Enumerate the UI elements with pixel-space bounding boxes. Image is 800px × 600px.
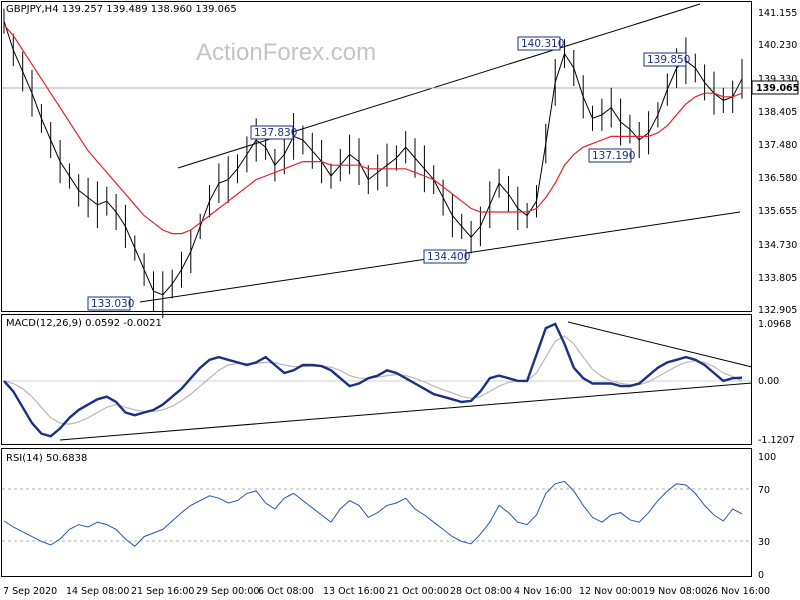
anno-low-2: 134.400 (423, 249, 470, 264)
macd-panel (1, 314, 752, 445)
price-annotations: 133.030 137.830 140.310 134.400 139.850 … (87, 36, 690, 311)
macd-header: MACD(12,26,9) 0.0592 -0.0021 (6, 318, 162, 329)
price-tick: 134.730 (758, 240, 797, 251)
price-tick: 136.580 (758, 173, 797, 184)
price-tick: 140.230 (758, 40, 797, 51)
x-tick: 4 Nov 16:00 (514, 586, 572, 597)
macd-line (3, 322, 743, 438)
x-tick: 21 Oct 00:00 (387, 586, 449, 597)
macd-tick: 0.00 (758, 376, 779, 387)
rsi-line (3, 480, 743, 547)
x-tick: 19 Nov 08:00 (643, 586, 707, 597)
x-tick: 13 Oct 16:00 (323, 586, 385, 597)
anno-box (643, 52, 687, 67)
price-tick: 132.905 (758, 305, 797, 316)
current-price-box (751, 80, 799, 95)
anno-box (517, 36, 561, 51)
rsi-y-axis: 100 70 30 0 (758, 452, 776, 581)
rsi-tick: 0 (758, 570, 764, 581)
channel-upper-line (177, 3, 701, 169)
x-tick: 14 Sep 08:00 (66, 586, 129, 597)
anno-label: 133.030 (91, 298, 134, 310)
moving-average-line (3, 24, 743, 235)
anno-high-3: 139.850 (643, 52, 690, 67)
anno-high-2: 140.310 (517, 36, 564, 51)
macd-upper-trendline (567, 321, 753, 368)
price-tick: 133.805 (758, 273, 797, 284)
x-tick: 28 Oct 08:00 (450, 586, 512, 597)
anno-label: 140.310 (521, 38, 564, 50)
anno-low-1: 133.030 (87, 296, 134, 311)
anno-low-3: 137.190 (588, 148, 635, 163)
x-axis: 7 Sep 2020 14 Sep 08:00 21 Sep 16:00 29 … (3, 586, 770, 597)
price-tick: 141.155 (758, 8, 797, 19)
current-price-tag: 139.065 (751, 80, 799, 95)
price-tick: 138.405 (758, 107, 797, 118)
macd-tick: 1.0968 (758, 319, 791, 330)
macd-tick: -1.1207 (758, 435, 795, 446)
rsi-tick: 100 (758, 452, 776, 463)
anno-label: 134.400 (427, 251, 470, 263)
anno-high-1: 137.830 (250, 125, 297, 140)
current-price-label: 139.065 (756, 83, 799, 94)
x-tick: 29 Sep 00:00 (196, 586, 259, 597)
anno-label: 137.830 (254, 127, 297, 139)
rsi-header: RSI(14) 50.6838 (6, 453, 87, 464)
anno-box (588, 148, 632, 163)
price-tick: 135.655 (758, 206, 797, 217)
anno-label: 139.850 (647, 54, 690, 66)
rsi-tick: 70 (758, 485, 770, 496)
watermark: ActionForex.com (196, 39, 376, 66)
anno-box (250, 125, 294, 140)
price-series-line (3, 21, 743, 296)
macd-y-axis: 1.0968 0.00 -1.1207 (758, 319, 795, 446)
x-tick: 7 Sep 2020 (3, 586, 57, 597)
x-tick: 26 Nov 16:00 (706, 586, 770, 597)
rsi-panel (1, 448, 752, 577)
price-y-axis: 141.155 140.230 139.330 138.405 137.480 … (758, 8, 797, 316)
x-tick: 6 Oct 08:00 (258, 586, 314, 597)
anno-box (87, 296, 131, 311)
price-tick: 139.330 (758, 74, 797, 85)
anno-box (423, 249, 467, 264)
x-tick: 12 Nov 00:00 (579, 586, 643, 597)
x-tick: 21 Sep 16:00 (131, 586, 194, 597)
rsi-tick: 30 (758, 537, 770, 548)
anno-label: 137.190 (592, 150, 635, 162)
price-tick: 137.480 (758, 140, 797, 151)
macd-lower-trendline (59, 382, 753, 441)
price-header: GBPJPY,H4 139.257 139.489 138.960 139.06… (6, 4, 237, 15)
